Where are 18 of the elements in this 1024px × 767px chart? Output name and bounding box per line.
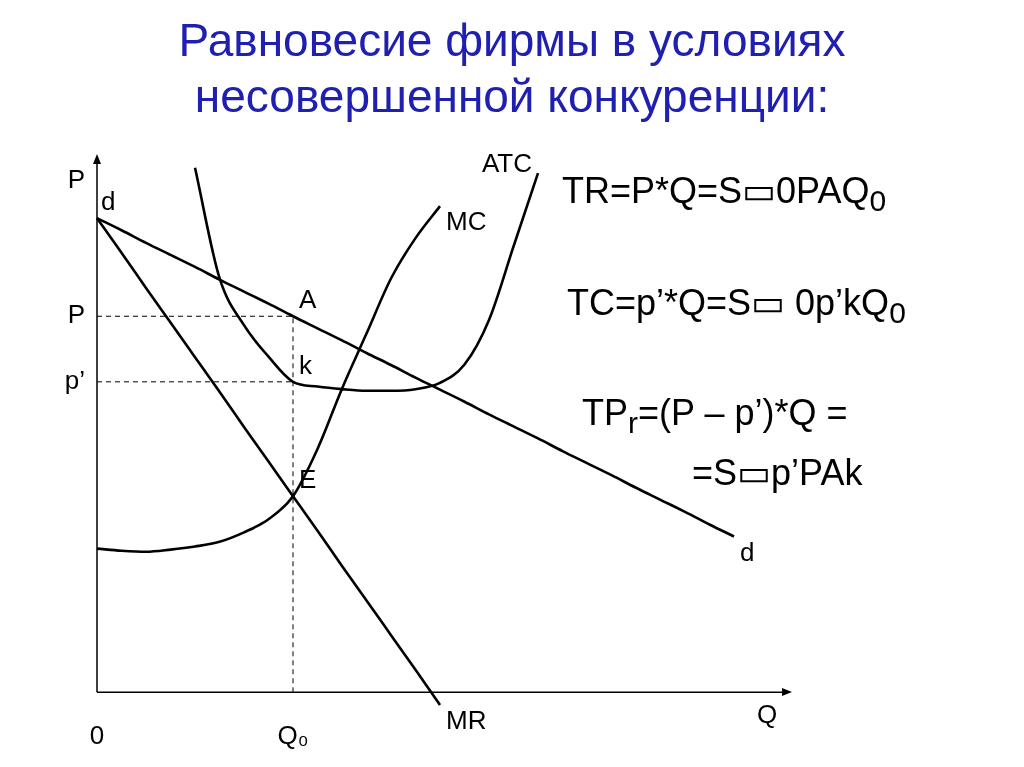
annotation: TC=p’*Q=S▭ 0p’kQ$_{0}$ bbox=[567, 282, 906, 331]
annotation: k bbox=[299, 349, 313, 380]
chart-title: Равновесие фирмы в условиях несовершенной конкуренции: bbox=[177, 13, 847, 124]
ref-line-label: p’ bbox=[64, 364, 85, 395]
y-axis-title: P bbox=[67, 164, 85, 195]
series-label: ATC bbox=[481, 148, 532, 179]
x-tick-label: 0 bbox=[89, 719, 105, 750]
series-label: d bbox=[740, 536, 755, 567]
annotation: A bbox=[299, 284, 317, 315]
x-axis-title: Q bbox=[756, 699, 778, 730]
annotation: TR=P*Q=S▭0PAQ$_{0}$ bbox=[562, 170, 887, 219]
ref-line-label: P bbox=[67, 299, 85, 330]
annotation: =S▭p’PAk bbox=[692, 452, 863, 494]
x-tick-label: Q₀ bbox=[277, 719, 309, 750]
series-label: MR bbox=[446, 705, 487, 736]
annotation: TP$_{r}$=(P – p’)*Q = bbox=[582, 392, 848, 441]
series-label: MC bbox=[446, 206, 487, 237]
annotation: d bbox=[101, 186, 116, 217]
